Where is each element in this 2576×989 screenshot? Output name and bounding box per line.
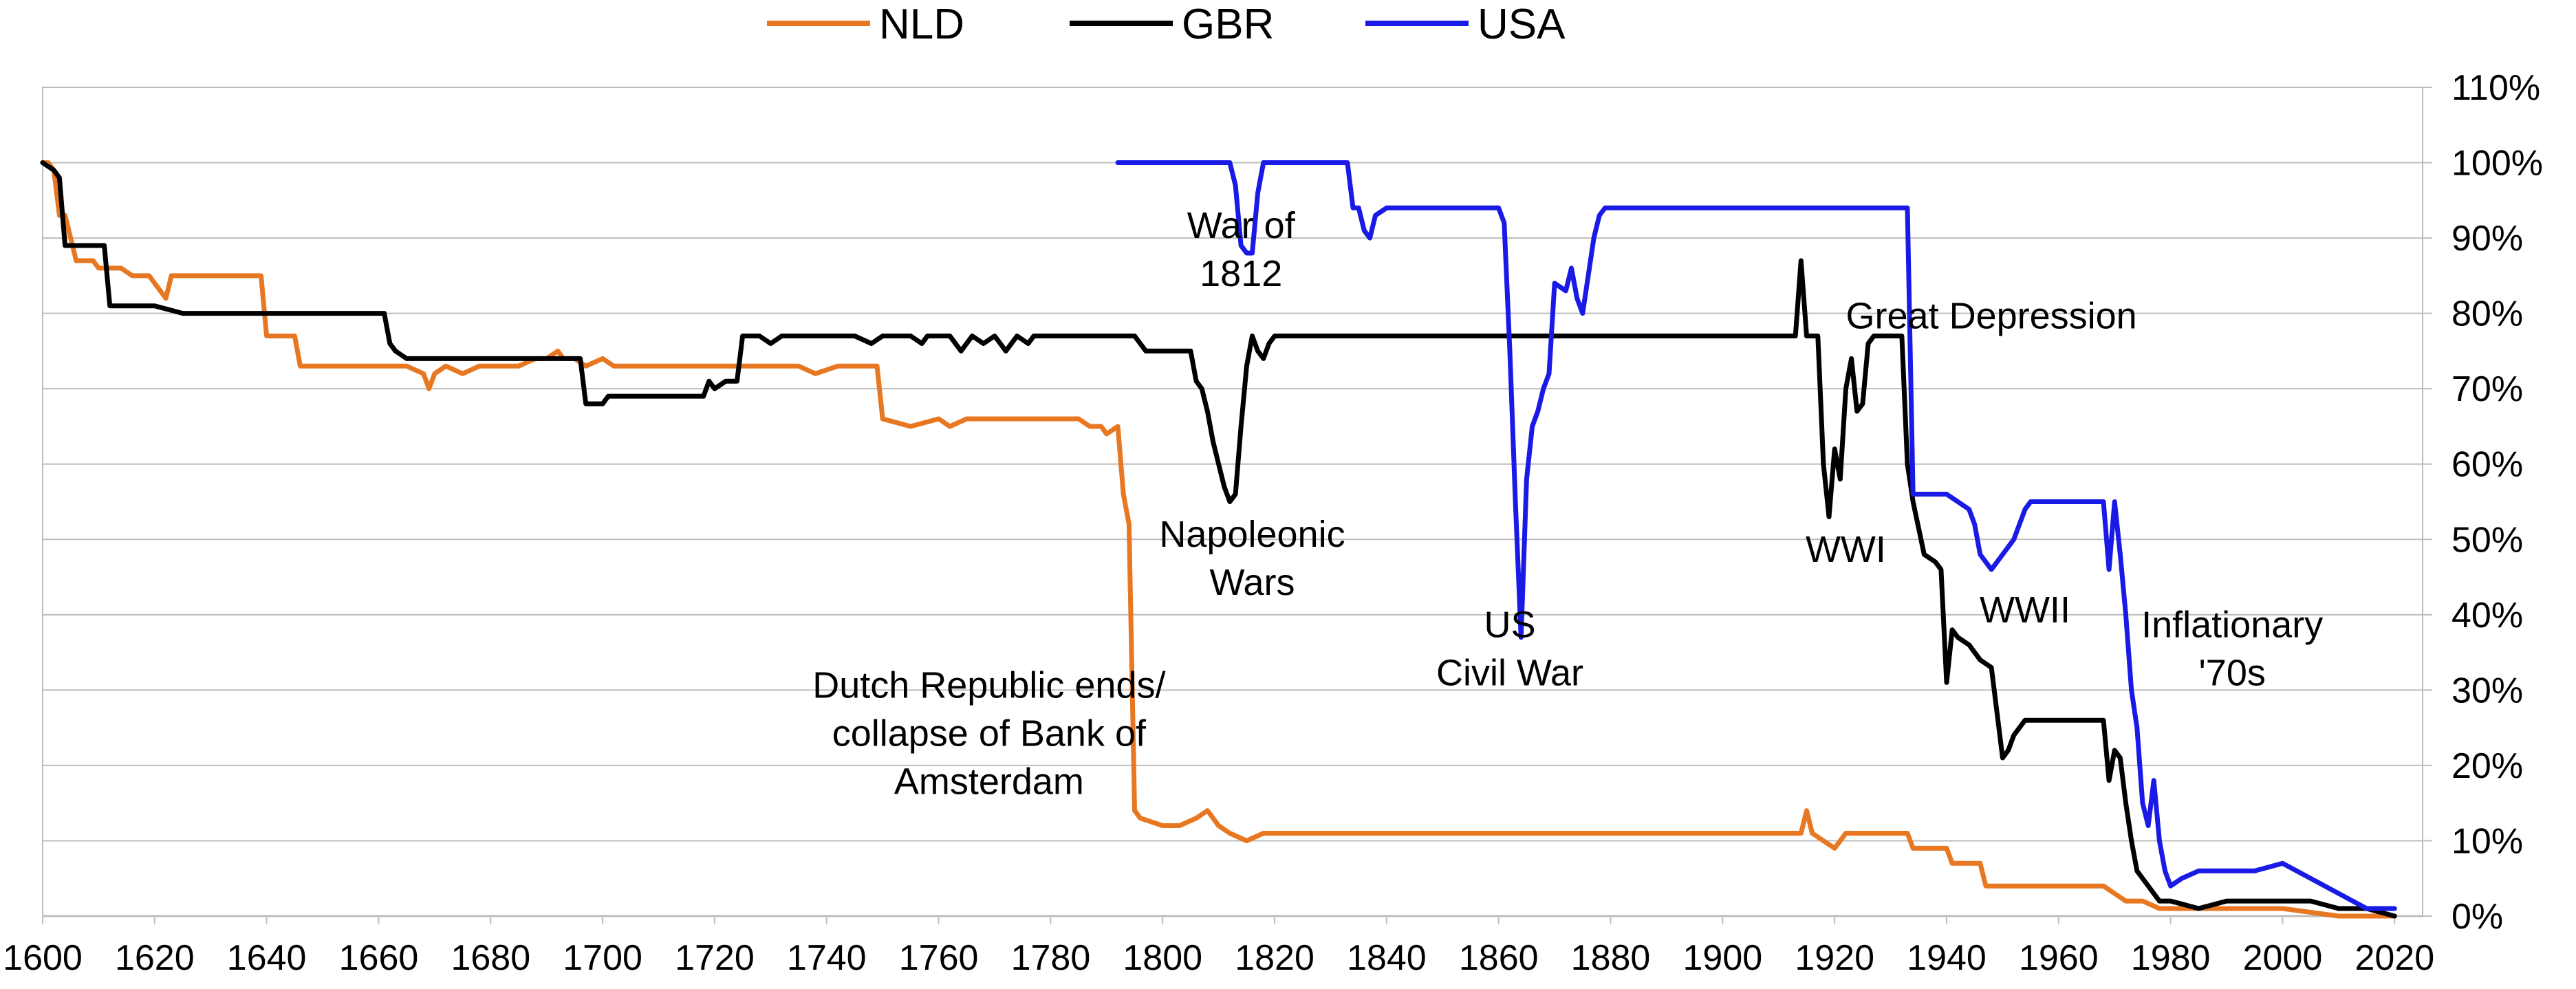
- x-tick-label: 1640: [227, 938, 307, 978]
- series-line-gbr: [40, 160, 2397, 919]
- annotation-label: Inflationary '70s: [2141, 605, 2323, 694]
- series-lines: [40, 160, 2397, 919]
- y-tick-label: 0%: [2451, 897, 2503, 937]
- x-tick-label: 1700: [563, 938, 642, 978]
- annotation-label: Napoleonic Wars: [1159, 514, 1345, 603]
- x-tick-label: 1680: [451, 938, 530, 978]
- x-tick-label: 1720: [675, 938, 755, 978]
- x-tick-label: 1780: [1011, 938, 1091, 978]
- annotation-label: WWII: [1980, 589, 2070, 631]
- y-tick-label: 50%: [2451, 520, 2523, 560]
- y-tick-label: 110%: [2451, 68, 2540, 108]
- series-line-nld: [40, 160, 2397, 919]
- x-tick-label: 2000: [2243, 938, 2323, 978]
- x-tick-label: 1740: [787, 938, 867, 978]
- axes: 0% 10% 20% 30% 40% 50% 60% 70% 80% 90% 100% 110% 160…: [3, 68, 2543, 978]
- y-tick-label: 90%: [2451, 219, 2523, 259]
- x-tick-label: 1820: [1235, 938, 1314, 978]
- y-tick-label: 70%: [2451, 369, 2523, 409]
- y-tick-label: 60%: [2451, 445, 2523, 485]
- annotation-label: Great Depression: [1846, 296, 2137, 337]
- annotation-label: War of 1812: [1187, 205, 1296, 294]
- x-tick-label: 1960: [2019, 938, 2099, 978]
- y-tick-label: 30%: [2451, 671, 2523, 710]
- x-tick-label: 1620: [115, 938, 195, 978]
- series-line-usa: [1115, 160, 2397, 911]
- annotation-label: Dutch Republic ends/collapse of Bank of A…: [812, 664, 1165, 802]
- y-tick-label: 10%: [2451, 821, 2523, 861]
- x-tick-label: 1860: [1459, 938, 1539, 978]
- annotations: War of 1812 Napoleonic Wars US Civil War Great…: [812, 205, 2323, 802]
- legend-label-nld: NLD: [879, 1, 964, 48]
- y-tick-label: 40%: [2451, 596, 2523, 635]
- x-tick-label: 1980: [2131, 938, 2211, 978]
- y-tick-label: 100%: [2451, 144, 2543, 184]
- legend: NLD GBR USA: [767, 1, 1566, 48]
- x-tick-label: 2020: [2355, 938, 2434, 978]
- x-tick-label: 1800: [1123, 938, 1202, 978]
- x-tick-label: 1760: [899, 938, 979, 978]
- y-tick-label: 80%: [2451, 294, 2523, 334]
- x-tick-label: 1940: [1907, 938, 1987, 978]
- x-tick-label: 1880: [1571, 938, 1651, 978]
- x-tick-label: 1660: [339, 938, 419, 978]
- x-tick-label: 1920: [1795, 938, 1874, 978]
- x-tick-label: 1840: [1347, 938, 1427, 978]
- y-tick-label: 20%: [2451, 746, 2523, 786]
- annotation-label: US Civil War: [1436, 605, 1583, 694]
- x-tick-label: 1900: [1683, 938, 1763, 978]
- legend-label-usa: USA: [1478, 1, 1566, 48]
- legend-label-gbr: GBR: [1182, 1, 1274, 48]
- x-tick-label: 1600: [3, 938, 83, 978]
- annotation-label: WWI: [1806, 529, 1886, 570]
